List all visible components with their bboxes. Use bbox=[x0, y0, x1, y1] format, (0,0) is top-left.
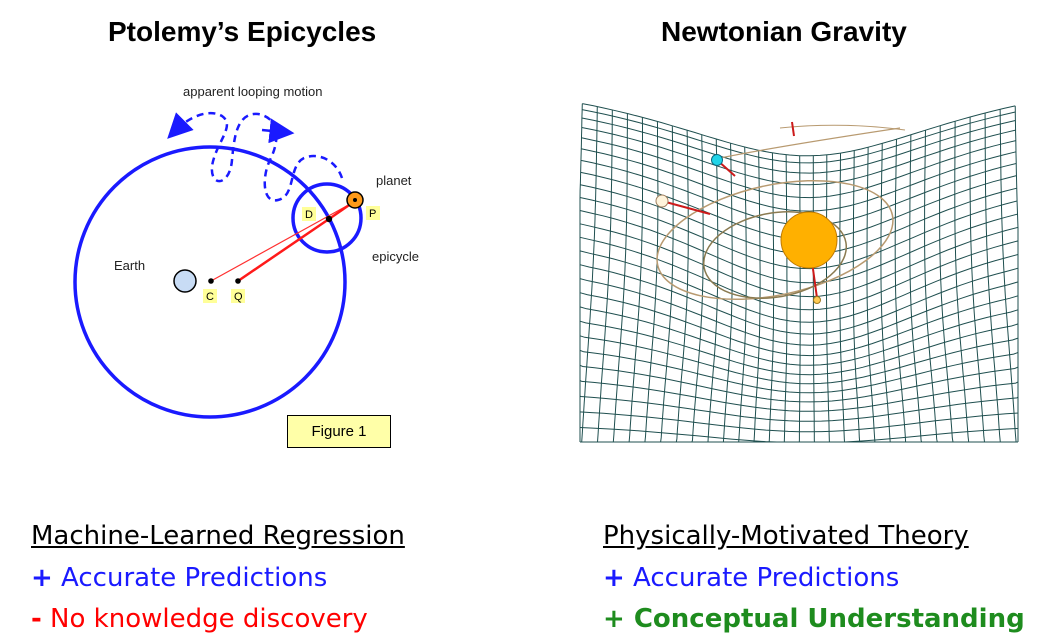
grid-line bbox=[581, 117, 1016, 174]
grid-line bbox=[597, 109, 613, 443]
grid-line bbox=[753, 150, 761, 443]
tag-q-bg bbox=[231, 289, 245, 303]
grid-line bbox=[579, 395, 1019, 422]
tag-d: D bbox=[305, 209, 313, 221]
grid-line bbox=[707, 139, 719, 443]
far-orbit-2 bbox=[779, 124, 906, 131]
label-earth: Earth bbox=[114, 258, 145, 273]
vector-white-planet bbox=[661, 200, 711, 215]
figure-1-label: Figure 1 bbox=[287, 415, 391, 448]
label-epicycle: epicycle bbox=[372, 249, 419, 264]
grid-line bbox=[579, 103, 583, 442]
grid-line bbox=[579, 335, 1019, 385]
small-yellow-planet bbox=[813, 296, 821, 304]
grid-line bbox=[826, 154, 830, 443]
outer-orbit bbox=[656, 179, 894, 301]
tag-d-bg bbox=[302, 207, 316, 221]
vector-far bbox=[791, 121, 795, 137]
tag-p-bg bbox=[366, 206, 380, 220]
grid-line bbox=[581, 137, 1016, 199]
grid-line bbox=[954, 121, 970, 443]
label-apparent-motion: apparent looping motion bbox=[183, 84, 323, 99]
grid-line bbox=[812, 155, 815, 443]
left-line-2-text: No knowledge discovery bbox=[41, 604, 368, 634]
grid-line bbox=[579, 278, 1019, 346]
line-c-to-planet bbox=[210, 202, 353, 282]
grid-line bbox=[612, 113, 628, 443]
grid-line bbox=[579, 210, 1018, 284]
left-line-2-sign: - bbox=[31, 604, 42, 634]
grid-line bbox=[579, 306, 1019, 366]
deferent-circle bbox=[73, 145, 347, 419]
left-heading: Machine-Learned Regression bbox=[31, 521, 405, 551]
far-orbit bbox=[719, 127, 901, 159]
equant-q-dot bbox=[235, 278, 241, 284]
grid-line bbox=[644, 121, 659, 443]
earth-circle bbox=[173, 269, 197, 293]
inner-orbit bbox=[702, 211, 848, 299]
grid-line bbox=[581, 148, 1017, 212]
cyan-planet bbox=[711, 154, 723, 166]
grid-line bbox=[894, 139, 907, 443]
tag-q: Q bbox=[234, 291, 243, 303]
tag-c: C bbox=[206, 291, 214, 303]
loop-arrow-mid bbox=[261, 118, 295, 144]
left-line-1: + Accurate Predictions bbox=[31, 563, 327, 593]
grid-line bbox=[582, 109, 1016, 164]
grid-line bbox=[628, 117, 644, 443]
spacetime-grid bbox=[579, 103, 1019, 443]
grid-line bbox=[579, 223, 1019, 298]
looping-motion-path bbox=[167, 111, 344, 202]
tag-c-bg bbox=[203, 289, 217, 303]
right-line-2-sign: + bbox=[603, 604, 625, 634]
grid-line bbox=[579, 364, 1019, 403]
planet-center-dot bbox=[353, 198, 357, 202]
left-title: Ptolemy’s Epicycles bbox=[108, 16, 377, 47]
right-line-2-text: Conceptual Understanding bbox=[624, 604, 1025, 634]
epicycle-center-dot bbox=[325, 215, 333, 223]
grid-line bbox=[880, 143, 891, 443]
right-title: Newtonian Gravity bbox=[661, 16, 907, 47]
left-line-1-text: Accurate Predictions bbox=[52, 563, 328, 593]
right-line-1: + Accurate Predictions bbox=[603, 563, 899, 593]
right-line-2: + Conceptual Understanding bbox=[603, 604, 1025, 634]
line-q-to-epicenter bbox=[237, 217, 330, 283]
sun bbox=[780, 211, 838, 269]
white-planet bbox=[655, 194, 669, 208]
grid-line bbox=[581, 127, 1016, 186]
grid-line bbox=[783, 154, 788, 443]
epicycle-circle bbox=[291, 182, 363, 254]
grid-line bbox=[582, 103, 1016, 157]
grid-line bbox=[579, 379, 1019, 412]
grid-line bbox=[579, 197, 1018, 270]
grid-line bbox=[984, 113, 1001, 443]
right-line-1-text: Accurate Predictions bbox=[624, 563, 900, 593]
grid-line bbox=[839, 153, 845, 443]
left-line-2: - No knowledge discovery bbox=[31, 604, 368, 634]
grid-line bbox=[999, 109, 1017, 443]
grid-line bbox=[939, 125, 954, 443]
grid-line bbox=[579, 320, 1019, 376]
center-c-dot bbox=[208, 278, 214, 284]
grid-line bbox=[579, 349, 1019, 394]
label-planet: planet bbox=[376, 173, 412, 188]
grid-line bbox=[1014, 105, 1019, 442]
grid-line bbox=[579, 411, 1019, 433]
grid-line bbox=[579, 292, 1019, 357]
grid-line bbox=[581, 106, 598, 443]
grid-line bbox=[579, 250, 1019, 323]
tag-p: P bbox=[369, 208, 376, 220]
right-heading: Physically-Motivated Theory bbox=[603, 521, 969, 551]
grid-line bbox=[798, 155, 801, 443]
grid-line bbox=[579, 264, 1019, 335]
left-line-1-sign: + bbox=[31, 563, 53, 593]
right-line-1-sign: + bbox=[603, 563, 625, 593]
